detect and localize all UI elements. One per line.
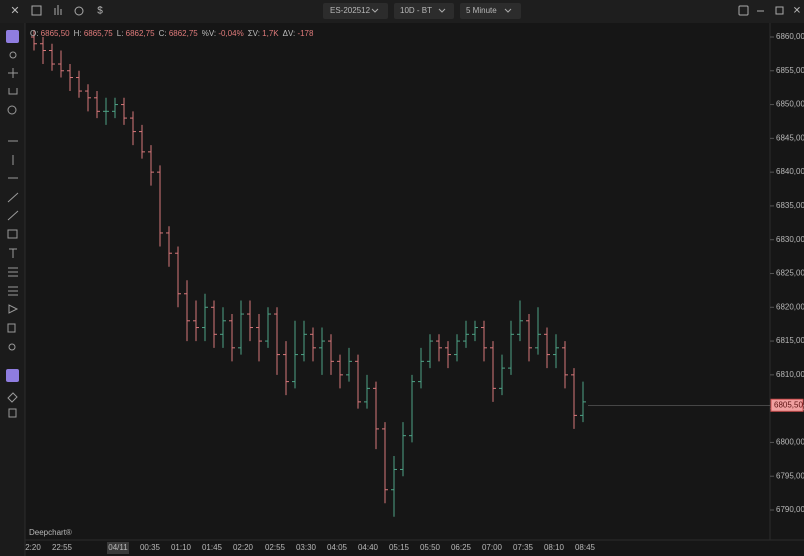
trash-tool[interactable]: [8, 408, 17, 418]
symbol-dropdown[interactable]: [323, 3, 388, 19]
watermark: Deepchart®: [29, 528, 72, 537]
x-tick-label: 06:25: [451, 543, 472, 552]
info-label: O:: [30, 29, 41, 38]
x-tick-label: 02:55: [265, 543, 286, 552]
y-tick-label: 6815,00: [776, 336, 804, 345]
magnet-tool[interactable]: [8, 88, 18, 95]
info-value: 6865,50: [40, 29, 70, 38]
y-tick-label: 6830,00: [776, 235, 804, 244]
x-tick-label: 01:45: [202, 543, 223, 552]
info-value: -0,04%: [218, 29, 244, 38]
channel-tool[interactable]: [7, 210, 19, 221]
info-label: C:: [158, 29, 169, 38]
cursor-tool[interactable]: [6, 30, 19, 43]
range-dropdown[interactable]: [394, 3, 454, 19]
chevron: [504, 8, 512, 13]
dollar-icon[interactable]: $: [97, 6, 103, 17]
note-tool[interactable]: [8, 343, 16, 351]
fib-tool[interactable]: [8, 267, 18, 277]
date-highlight: [107, 542, 129, 554]
x-tick-label: 05:50: [420, 543, 441, 552]
x-tick-label: 22:55: [52, 543, 73, 552]
layout-icon[interactable]: [31, 5, 42, 16]
info-label: ΣV:: [247, 29, 263, 38]
window-close-icon[interactable]: ✕: [793, 6, 801, 17]
y-tick-label: 6840,00: [776, 167, 804, 176]
range: 10D - BT: [400, 6, 432, 15]
info-label: ΔV:: [282, 29, 298, 38]
x-tick-label: 03:30: [296, 543, 317, 552]
maximize-icon[interactable]: [775, 6, 784, 15]
alert-tool[interactable]: [7, 323, 16, 333]
eraser-tool[interactable]: [7, 392, 18, 403]
x-tick-label: 07:35: [513, 543, 534, 552]
y-tick-label: 6800,00: [776, 438, 804, 447]
left-toolbar: [0, 23, 25, 556]
x-tick-label: 2:20: [25, 543, 41, 552]
info-value: 6865,75: [83, 29, 113, 38]
fib-ext-tool[interactable]: [8, 286, 18, 296]
y-tick-label: 6855,00: [776, 66, 804, 75]
settings-icon[interactable]: [74, 6, 84, 16]
bars-icon[interactable]: [54, 5, 62, 15]
last-price-box: [770, 398, 804, 412]
last-price-label: 6805,50: [774, 400, 803, 409]
x-tick-label: 01:10: [171, 543, 192, 552]
x-tick-label: 04:05: [327, 543, 348, 552]
y-tick-label: 6825,00: [776, 269, 804, 278]
measure-tool[interactable]: [8, 304, 19, 314]
hand-tool[interactable]: [9, 51, 17, 59]
chevron: [438, 8, 446, 13]
ohlc-info: O: 6865,50 H: 6865,75 L: 6862,75 C: 6862,75…: [30, 29, 317, 38]
drawing-tools: [6, 30, 19, 418]
y-tick-label: 6860,00: [776, 32, 804, 41]
symbol: ES-202512: [330, 6, 371, 15]
y-tick-label: 6845,00: [776, 133, 804, 142]
info-value: 6862,75: [125, 29, 155, 38]
x-tick-label: 05:15: [389, 543, 410, 552]
y-tick-label: 6820,00: [776, 302, 804, 311]
info-value: -178: [297, 29, 314, 38]
crosshair-tool[interactable]: [8, 68, 18, 78]
chevron: [371, 8, 379, 13]
text-tool[interactable]: [9, 248, 17, 258]
interval: 5 Minute: [466, 6, 497, 15]
x-tick-label: 08:10: [544, 543, 565, 552]
info-label: H:: [73, 29, 84, 38]
x-tick-label: 00:35: [140, 543, 161, 552]
info-value: 6862,75: [168, 29, 198, 38]
info-label: %V:: [201, 29, 219, 38]
info-label: L:: [116, 29, 126, 38]
y-tick-label: 6795,00: [776, 471, 804, 480]
x-tick-label: 08:45: [575, 543, 596, 552]
x-tick-label: 04:40: [358, 543, 379, 552]
close-icon[interactable]: ✕: [10, 5, 19, 17]
rect-tool[interactable]: [7, 229, 18, 239]
lock-tool[interactable]: [6, 369, 19, 382]
y-tick-label: 6850,00: [776, 100, 804, 109]
info-value: 1,7K: [262, 29, 279, 38]
y-tick-label: 6835,00: [776, 201, 804, 210]
panel-icon[interactable]: [738, 5, 749, 16]
x-tick-label: 04/11: [108, 543, 128, 552]
interval-dropdown[interactable]: [460, 3, 521, 19]
x-tick-label: 02:20: [233, 543, 254, 552]
y-tick-label: 6810,00: [776, 370, 804, 379]
trendline-tool[interactable]: [7, 192, 19, 203]
y-tick-label: 6790,00: [776, 505, 804, 514]
x-tick-label: 07:00: [482, 543, 503, 552]
zoom-tool[interactable]: [7, 105, 17, 115]
